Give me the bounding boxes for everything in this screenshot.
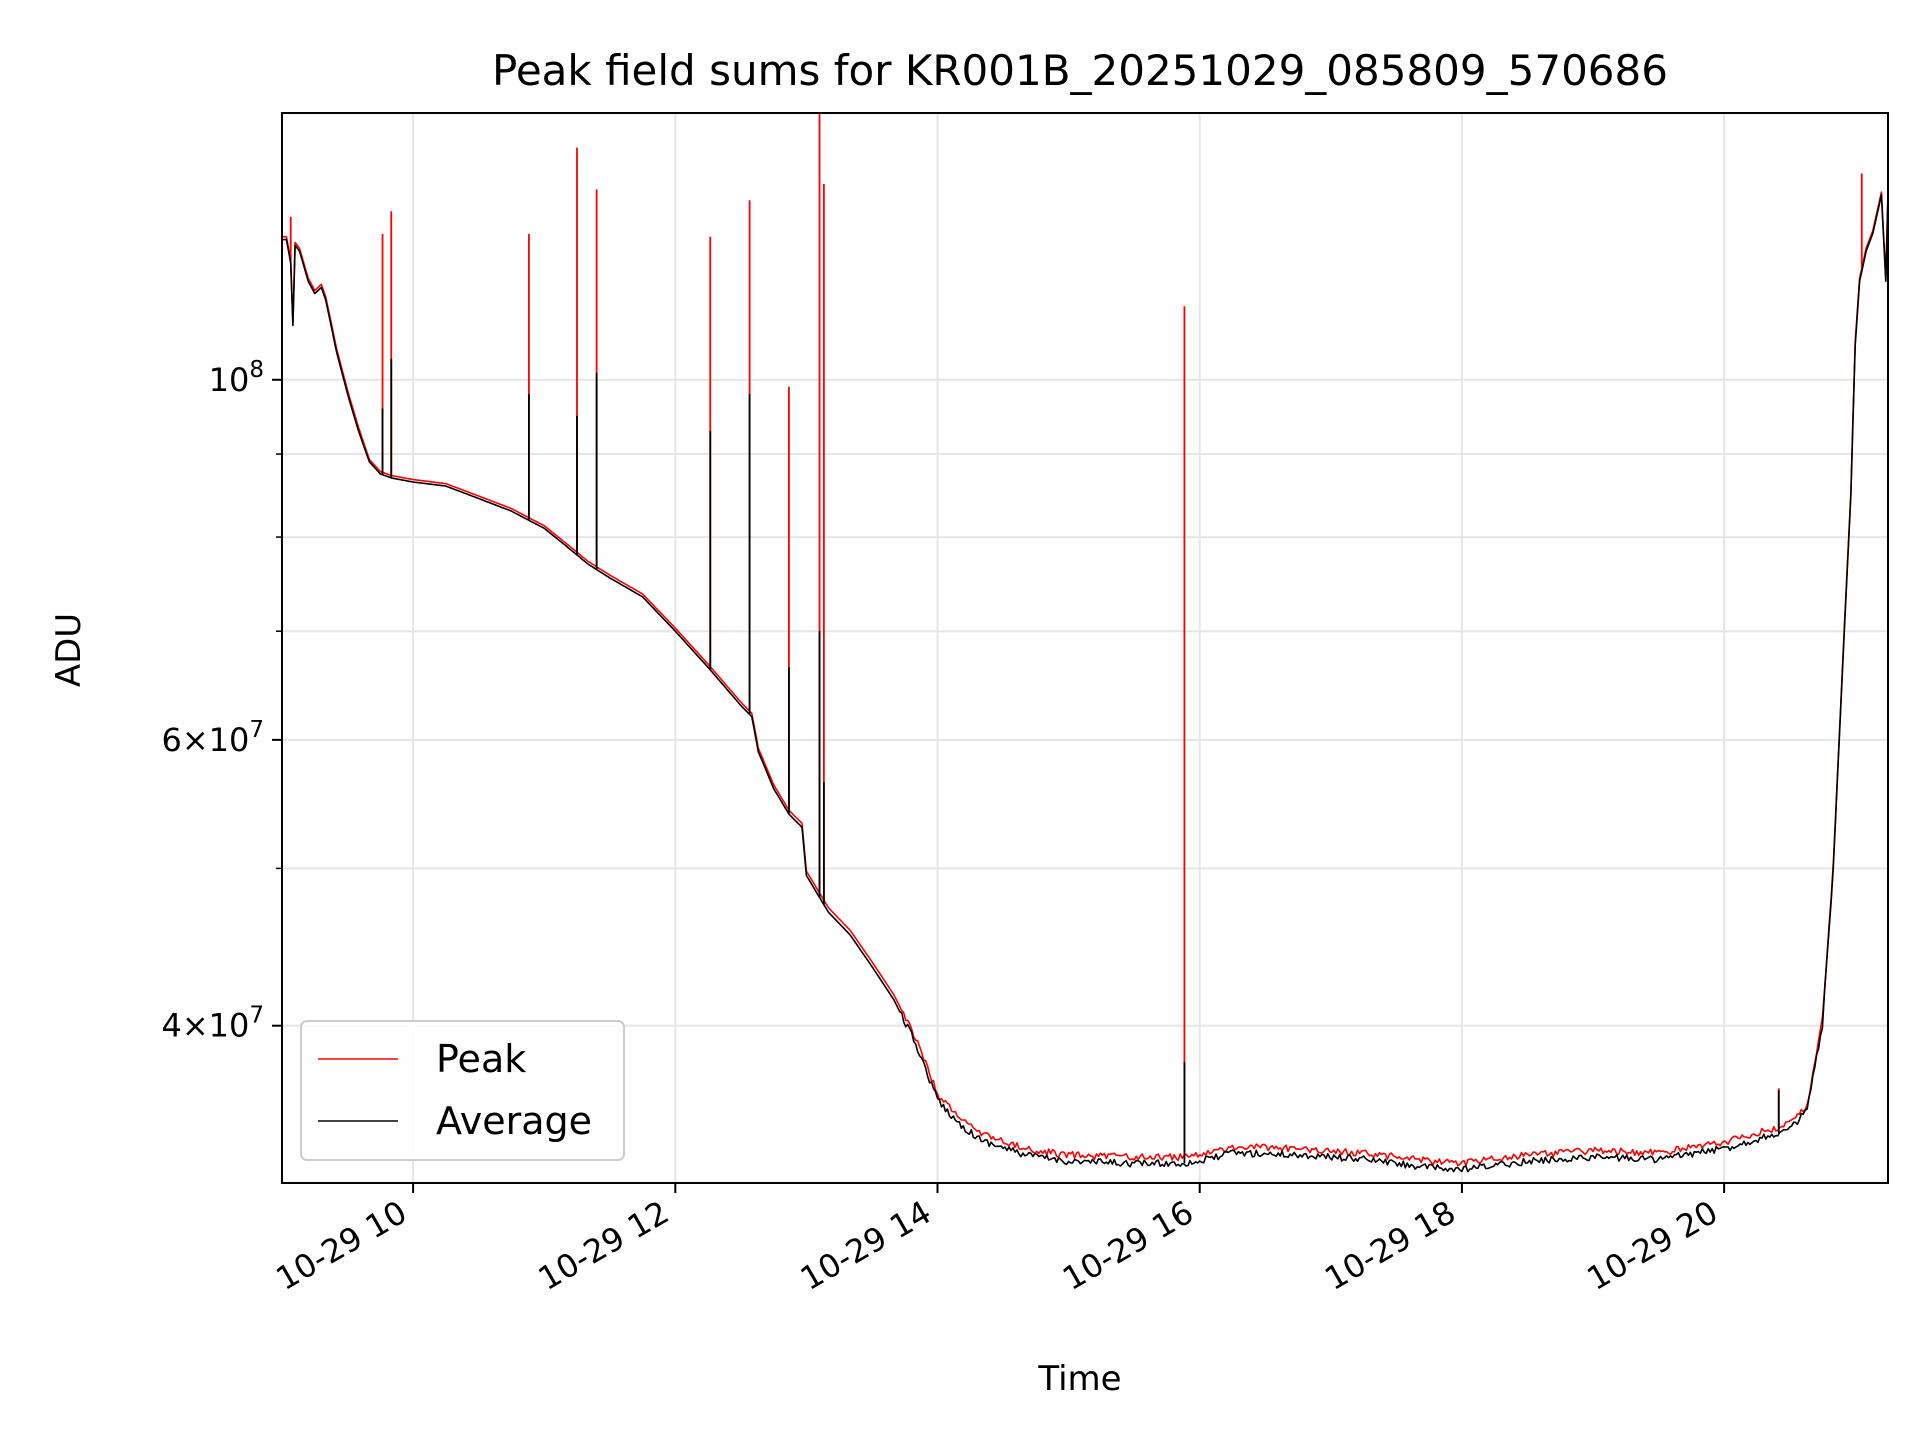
x-axis-label: Time bbox=[1037, 1359, 1121, 1399]
plot-frame bbox=[281, 112, 1889, 1184]
series-line-peak bbox=[282, 191, 1889, 1167]
y-tick-label: 4×107 bbox=[161, 1003, 264, 1045]
y-tick-label-base: 4×10 bbox=[161, 1007, 249, 1045]
y-tick-label: 108 bbox=[209, 357, 264, 399]
y-tick-label: 6×107 bbox=[161, 717, 264, 759]
chart-title: Peak field sums for KR001B_20251029_0858… bbox=[492, 46, 1668, 95]
y-tick-label-exponent: 7 bbox=[249, 1003, 264, 1029]
y-tick-label-base: 6×10 bbox=[161, 721, 249, 759]
legend-label-peak: Peak bbox=[436, 1037, 526, 1081]
y-tick-label-exponent: 8 bbox=[249, 357, 264, 383]
series-line-average bbox=[282, 194, 1889, 1173]
legend-label-average: Average bbox=[436, 1099, 592, 1143]
y-tick-label-exponent: 7 bbox=[249, 717, 264, 743]
legend: Peak Average bbox=[300, 1020, 625, 1161]
grid-layer bbox=[282, 113, 1888, 1183]
legend-box bbox=[300, 1020, 625, 1161]
series-layer bbox=[282, 113, 1889, 1173]
y-axis-label: ADU bbox=[49, 613, 89, 687]
y-tick-label-base: 10 bbox=[209, 361, 250, 399]
